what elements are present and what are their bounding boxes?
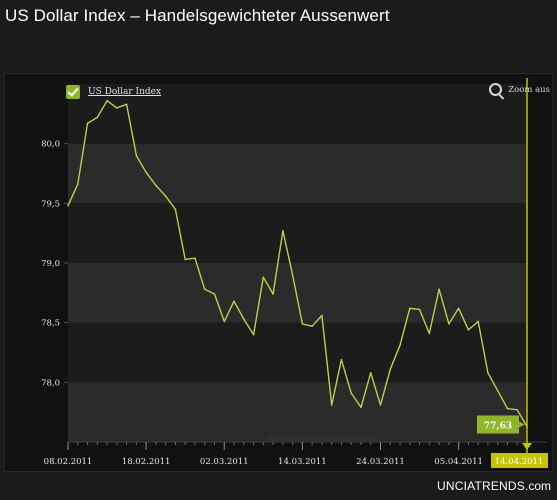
x-tick-label: 18.02.2011 (122, 457, 171, 467)
plot-bands (68, 84, 527, 442)
data-point (106, 99, 108, 102)
data-point (389, 368, 392, 371)
data-point (291, 274, 294, 276)
x-tick-label: 02.03.2011 (200, 457, 249, 467)
y-tick-label: 78,5 (41, 319, 60, 329)
data-point (457, 307, 460, 310)
data-point (282, 229, 284, 232)
data-point (340, 358, 343, 361)
data-point (418, 308, 421, 311)
data-point (311, 325, 313, 328)
zoom-icon[interactable] (489, 83, 503, 96)
data-point (428, 332, 431, 335)
data-point (272, 293, 274, 295)
data-point (360, 406, 362, 409)
plot-band (68, 143, 527, 204)
data-point (184, 258, 186, 261)
check-icon[interactable] (66, 85, 80, 99)
data-point (86, 122, 89, 125)
x-tick-label: 05.04.2011 (434, 457, 483, 467)
data-point (164, 195, 167, 197)
data-point (438, 288, 440, 291)
data-point (379, 404, 382, 406)
data-point (223, 320, 226, 323)
data-point (330, 404, 333, 406)
zoom-label[interactable]: Zoom aus (508, 84, 550, 95)
data-point (252, 333, 255, 336)
data-point (135, 154, 138, 157)
page-title: US Dollar Index – Handelsgewichteter Aus… (5, 6, 390, 25)
zoom-out-button[interactable]: Zoom aus (489, 83, 550, 96)
x-axis: 08.02.2011 18.02.2011 02.03.2011 14.03.2011… (44, 436, 548, 468)
x-tick-label: 24.03.2011 (356, 457, 405, 467)
y-axis: 80,0 79,5 79,0 78,5 78,0 (41, 140, 68, 388)
data-point (155, 184, 157, 187)
data-point (506, 407, 509, 410)
data-point (477, 320, 479, 323)
legend-label[interactable]: US Dollar Index (88, 87, 162, 97)
data-point (350, 392, 353, 394)
data-point (496, 389, 499, 392)
data-point (203, 288, 206, 291)
data-point (516, 408, 519, 411)
data-point (369, 371, 372, 374)
current-date-label: 14.04.2011 (495, 457, 544, 467)
plot-band (68, 322, 527, 383)
data-point (321, 314, 323, 317)
data-point (67, 204, 69, 207)
data-point (467, 329, 470, 331)
data-point (242, 318, 245, 320)
data-point (301, 323, 304, 325)
last-value-pointer (519, 421, 525, 428)
series-layer (67, 99, 528, 428)
x-marker-pointer (522, 443, 532, 450)
data-point (233, 300, 235, 302)
data-point (399, 344, 401, 347)
data-point (145, 171, 147, 174)
brand-suffix: .com (524, 479, 551, 493)
last-value-label: 77,63 (484, 421, 512, 431)
x-range-slider (268, 436, 374, 442)
y-tick-label: 79,0 (41, 259, 60, 269)
data-point (174, 208, 177, 211)
data-point (213, 293, 216, 295)
last-value-box (477, 415, 519, 434)
y-tick-label: 78,0 (41, 378, 60, 388)
legend[interactable]: US Dollar Index (66, 85, 161, 99)
data-point (448, 323, 450, 325)
footer-brand[interactable]: UNCIATRENDS.com (437, 479, 551, 493)
data-point (76, 183, 79, 186)
y-tick-label: 80,0 (41, 140, 60, 150)
plot-band (68, 84, 527, 144)
brand-name: UNCIATRENDS (437, 479, 525, 493)
data-point (125, 103, 128, 106)
current-date-marker (491, 453, 548, 468)
marker-layer: 77,63 (477, 78, 532, 453)
plot-band (68, 203, 527, 263)
data-point (96, 116, 99, 119)
plot-band (68, 263, 527, 323)
data-point (262, 276, 265, 279)
x-tick-label: 14.03.2011 (278, 457, 327, 467)
data-point (116, 107, 118, 109)
data-point (194, 257, 196, 260)
data-point (409, 307, 411, 310)
series-line (67, 99, 528, 427)
plot-band (68, 382, 527, 442)
x-tick-label: 08.02.2011 (44, 457, 93, 467)
data-point (487, 371, 489, 374)
y-tick-label: 79,5 (41, 199, 60, 209)
